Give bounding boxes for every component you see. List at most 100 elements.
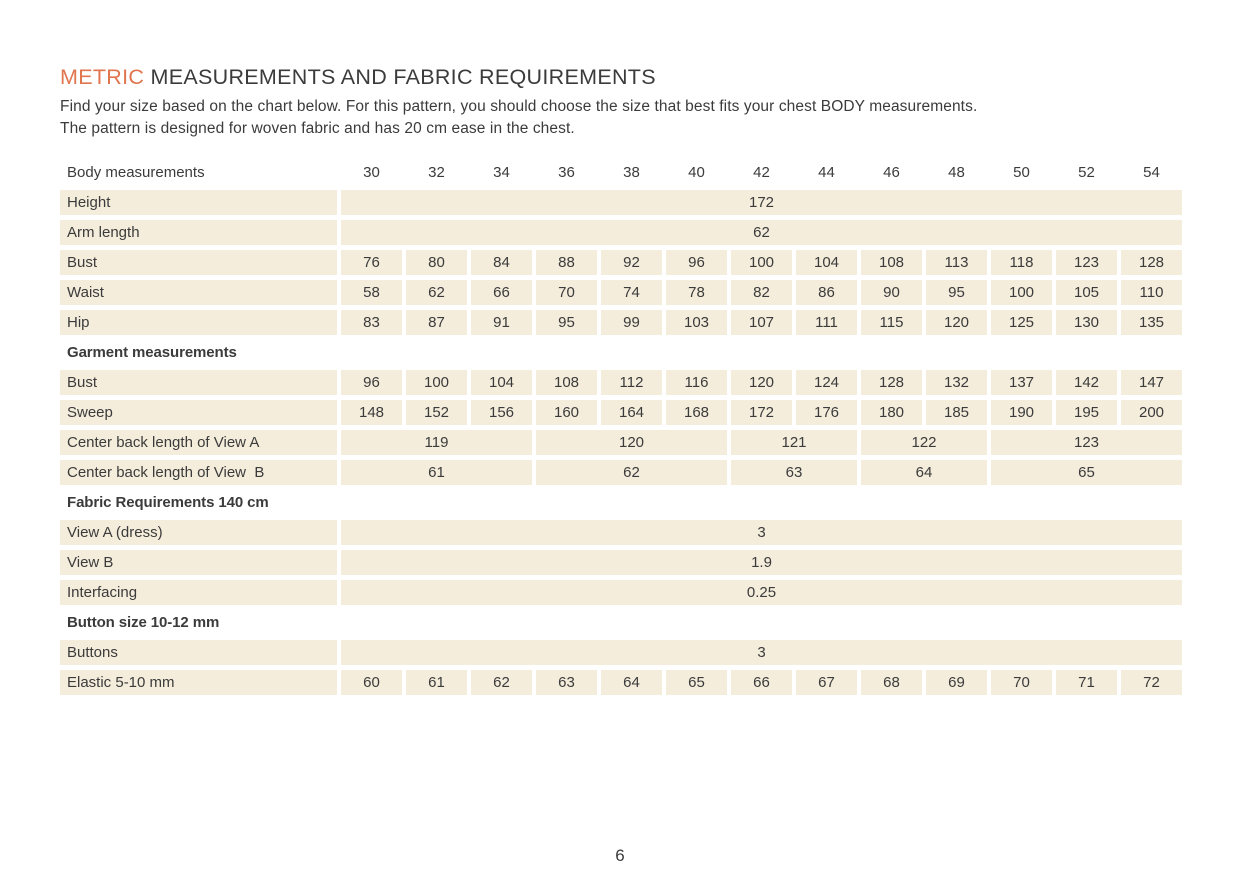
table-row: Center back length of View B 61 62 63 64 65: [60, 460, 1182, 485]
value-cell: 128: [1121, 250, 1182, 275]
value-cell: 200: [1121, 400, 1182, 425]
table-row: Interfacing 0.25: [60, 580, 1182, 605]
value-cell: 96: [666, 250, 727, 275]
size-column-header: 48: [948, 164, 965, 181]
table-row: Sweep 148 152 156 160 164 168 172 176 180 185 190 19…: [60, 400, 1182, 425]
value-cell: 64: [601, 670, 662, 695]
value-cell: 63: [536, 670, 597, 695]
merged-value-cell: 0.25: [341, 580, 1182, 605]
table-row: Elastic 5-10 mm 60 61 62 63 64 65 66 67 68 69 70 71 7…: [60, 670, 1182, 695]
value-cell: 95: [926, 280, 987, 305]
row-label: Hip: [60, 310, 337, 335]
value-cell: 120: [926, 310, 987, 335]
value-cell: 110: [1121, 280, 1182, 305]
title-rest: MEASUREMENTS AND FABRIC REQUIREMENTS: [144, 65, 656, 89]
row-label: Elastic 5-10 mm: [60, 670, 337, 695]
merged-value-cell: 64: [861, 460, 987, 485]
value-cell: 142: [1056, 370, 1117, 395]
value-cell: 76: [341, 250, 402, 275]
value-cell: 137: [991, 370, 1052, 395]
value-cell: 88: [536, 250, 597, 275]
value-cell: 91: [471, 310, 532, 335]
row-label: Height: [60, 190, 337, 215]
row-label: Sweep: [60, 400, 337, 425]
table-row: Waist 58 62 66 70 74 78 82 86 90 95 100 105 110: [60, 280, 1182, 305]
size-column-header: 54: [1143, 164, 1160, 181]
value-cell: 168: [666, 400, 727, 425]
value-cell: 118: [991, 250, 1052, 275]
value-cell: 62: [406, 280, 467, 305]
table-header-row: Body measurements 30 32 34 36 38 40 42 44 46 48 50 5…: [60, 160, 1182, 185]
merged-value-cell: 123: [991, 430, 1182, 455]
title-accent-word: METRIC: [60, 65, 145, 89]
value-cell: 100: [406, 370, 467, 395]
table-row: Bust 96 100 104 108 112 116 120 124 128 132 137 142 1…: [60, 370, 1182, 395]
section-header-row: Fabric Requirements 140 cm: [60, 490, 1182, 515]
value-cell: 72: [1121, 670, 1182, 695]
value-cell: 80: [406, 250, 467, 275]
value-cell: 111: [796, 310, 857, 335]
row-label: View B: [60, 550, 337, 575]
size-table: Body measurements 30 32 34 36 38 40 42 44 46 48 50 5…: [60, 160, 1182, 695]
table-row: Center back length of View A 119 120 121 122…: [60, 430, 1182, 455]
value-cell: 195: [1056, 400, 1117, 425]
table-row: View A (dress) 3: [60, 520, 1182, 545]
size-column-header: 32: [428, 164, 445, 181]
value-cell: 71: [1056, 670, 1117, 695]
section-header-row: Garment measurements: [60, 340, 1182, 365]
value-cell: 82: [731, 280, 792, 305]
value-cell: 148: [341, 400, 402, 425]
value-cell: 103: [666, 310, 727, 335]
size-column-header: 38: [623, 164, 640, 181]
value-cell: 160: [536, 400, 597, 425]
value-cell: 90: [861, 280, 922, 305]
table-row: Buttons 3: [60, 640, 1182, 665]
size-column-header: 46: [883, 164, 900, 181]
value-cell: 130: [1056, 310, 1117, 335]
value-cell: 180: [861, 400, 922, 425]
value-cell: 96: [341, 370, 402, 395]
section-label: Fabric Requirements 140 cm: [67, 494, 269, 511]
size-column-header: 34: [493, 164, 510, 181]
value-cell: 87: [406, 310, 467, 335]
value-cell: 99: [601, 310, 662, 335]
size-column-header: 36: [558, 164, 575, 181]
value-cell: 125: [991, 310, 1052, 335]
row-label: Bust: [60, 370, 337, 395]
section-header-row: Button size 10-12 mm: [60, 610, 1182, 635]
merged-value-cell: 63: [731, 460, 857, 485]
value-cell: 132: [926, 370, 987, 395]
row-label: Arm length: [60, 220, 337, 245]
value-cell: 120: [731, 370, 792, 395]
value-cell: 84: [471, 250, 532, 275]
size-column-header: 50: [1013, 164, 1030, 181]
value-cell: 62: [471, 670, 532, 695]
value-cell: 172: [731, 400, 792, 425]
row-label: Buttons: [60, 640, 337, 665]
row-label: View A (dress): [60, 520, 337, 545]
value-cell: 105: [1056, 280, 1117, 305]
page-number: 6: [615, 846, 625, 865]
value-cell: 104: [796, 250, 857, 275]
size-column-header: 40: [688, 164, 705, 181]
document-page: METRIC MEASUREMENTS AND FABRIC REQUIREME…: [60, 64, 1182, 700]
merged-value-cell: 61: [341, 460, 532, 485]
value-cell: 124: [796, 370, 857, 395]
merged-value-cell: 1.9: [341, 550, 1182, 575]
value-cell: 68: [861, 670, 922, 695]
size-column-header: 52: [1078, 164, 1095, 181]
value-cell: 185: [926, 400, 987, 425]
section-label: Button size 10-12 mm: [67, 614, 220, 631]
value-cell: 156: [471, 400, 532, 425]
section-label: Garment measurements: [67, 344, 237, 361]
merged-value-cell: 3: [341, 520, 1182, 545]
merged-value-cell: 172: [341, 190, 1182, 215]
size-column-header: 30: [363, 164, 380, 181]
table-row: Arm length 62: [60, 220, 1182, 245]
value-cell: 65: [666, 670, 727, 695]
size-column-header: 44: [818, 164, 835, 181]
page-title: METRIC MEASUREMENTS AND FABRIC REQUIREME…: [60, 64, 1182, 90]
value-cell: 74: [601, 280, 662, 305]
merged-value-cell: 65: [991, 460, 1182, 485]
merged-value-cell: 121: [731, 430, 857, 455]
